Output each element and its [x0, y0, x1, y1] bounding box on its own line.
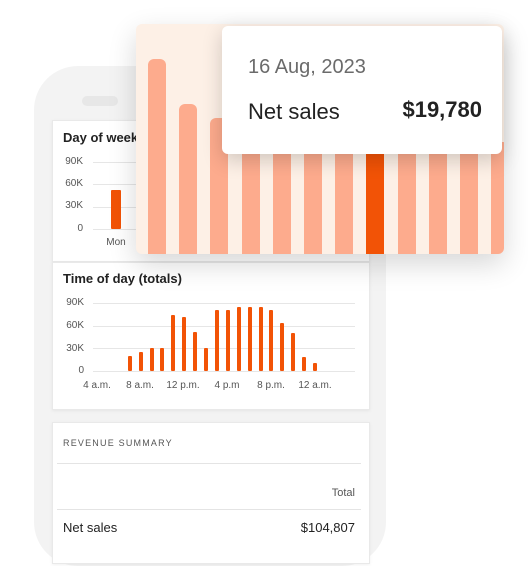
zoomed-bar[interactable]	[335, 142, 354, 254]
tooltip-value: $19,780	[402, 97, 482, 122]
divider	[57, 463, 361, 464]
card-title: Time of day (totals)	[63, 271, 182, 286]
x-tick: 12 p.m.	[166, 380, 200, 391]
zoomed-bar[interactable]	[148, 59, 166, 254]
zoomed-bar[interactable]	[428, 142, 447, 254]
x-tick: 4 p.m	[214, 380, 240, 391]
bar-mon[interactable]	[111, 190, 121, 229]
zoomed-plot	[136, 24, 504, 254]
phone-speaker	[82, 96, 118, 106]
tooltip-date: 16 Aug, 2023	[248, 56, 366, 78]
zoomed-bar[interactable]	[491, 142, 504, 254]
gridline	[93, 326, 355, 327]
net-sales-label: Net sales	[63, 520, 118, 535]
zoomed-bar[interactable]	[272, 142, 291, 254]
tooltip-label: Net sales	[248, 99, 340, 124]
y-tick: 60K	[65, 178, 83, 189]
x-tick: 4 a.m.	[83, 380, 111, 391]
time-of-day-card[interactable]: Time of day (totals) 90K 60K 30K 0 4 a.m…	[52, 262, 370, 410]
hour-bar[interactable]	[225, 309, 230, 371]
section-heading: REVENUE SUMMARY	[63, 438, 173, 448]
x-tick: Mon	[106, 237, 126, 248]
hour-bar[interactable]	[171, 315, 176, 371]
time-of-day-plot	[93, 303, 355, 372]
hour-bar[interactable]	[269, 309, 274, 371]
hour-bar[interactable]	[160, 348, 165, 371]
sales-tooltip: 16 Aug, 2023 Net sales $19,780	[222, 26, 502, 154]
hour-bar[interactable]	[258, 306, 263, 371]
zoomed-bar[interactable]	[304, 142, 322, 254]
column-header-total: Total	[331, 487, 355, 499]
x-tick: 12 a.m.	[298, 380, 332, 391]
hour-bar[interactable]	[204, 348, 208, 371]
hour-bar[interactable]	[313, 363, 317, 371]
hour-bar[interactable]	[302, 357, 307, 371]
zoomed-bar[interactable]	[241, 142, 260, 254]
hour-bar[interactable]	[214, 309, 219, 371]
hour-bar[interactable]	[138, 352, 143, 371]
hour-bar[interactable]	[291, 333, 296, 371]
hour-bar[interactable]	[127, 355, 132, 371]
x-tick: 8 p.m.	[257, 380, 285, 391]
highlighted-bar[interactable]	[366, 142, 385, 254]
y-tick: 90K	[66, 297, 84, 308]
gridline	[93, 348, 355, 349]
hour-bar[interactable]	[193, 331, 198, 371]
hour-bar[interactable]	[247, 306, 252, 371]
y-tick: 0	[77, 223, 83, 234]
zoomed-bar[interactable]	[460, 142, 478, 254]
net-sales-value: $104,807	[300, 520, 355, 535]
gridline	[93, 371, 355, 372]
divider	[57, 509, 361, 510]
y-tick: 30K	[66, 343, 84, 354]
card-title: Day of week	[63, 130, 139, 145]
y-tick: 0	[78, 365, 84, 376]
hour-bar[interactable]	[280, 322, 285, 371]
zoomed-bar[interactable]	[397, 142, 416, 254]
zoomed-bar[interactable]	[179, 104, 198, 254]
y-tick: 30K	[65, 200, 83, 211]
y-tick: 90K	[65, 156, 83, 167]
hour-bar[interactable]	[236, 306, 241, 371]
y-tick: 60K	[66, 320, 84, 331]
hour-bar[interactable]	[182, 316, 187, 371]
x-tick: 8 a.m.	[126, 380, 154, 391]
gridline	[93, 303, 355, 304]
revenue-summary-card: REVENUE SUMMARY Total Net sales $104,807	[52, 422, 370, 564]
hour-bar[interactable]	[149, 348, 154, 371]
